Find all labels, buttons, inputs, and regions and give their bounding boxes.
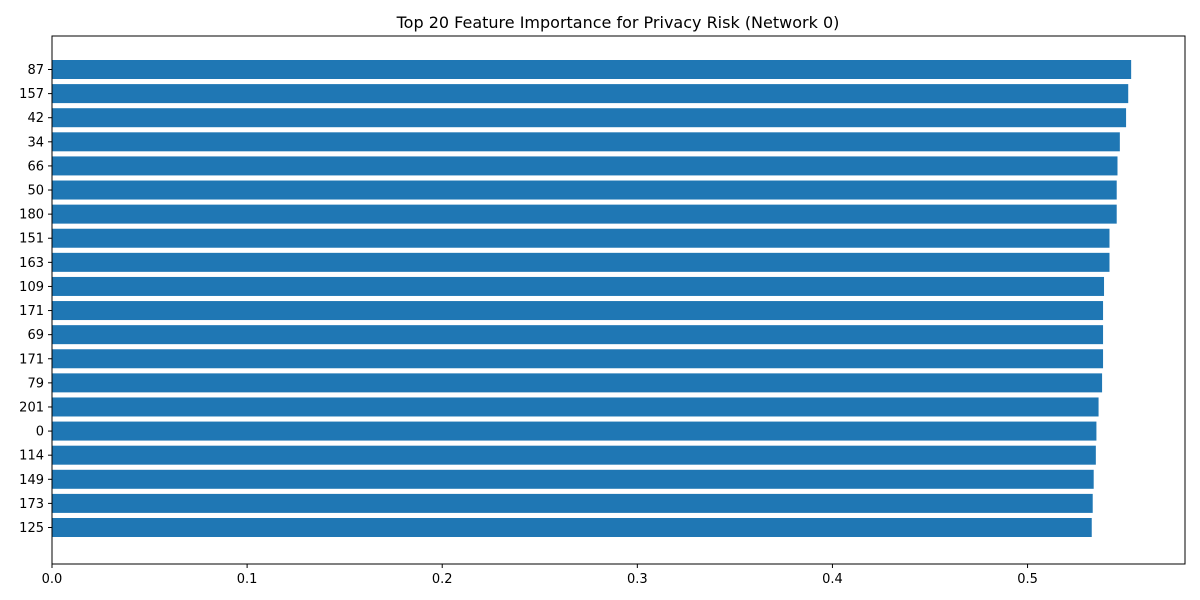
x-tick-label-1: 0.1	[237, 572, 258, 587]
y-tick-label-19: 125	[19, 521, 44, 536]
x-tick-label-3: 0.3	[627, 572, 648, 587]
y-tick-label-1: 157	[19, 87, 44, 102]
chart-title: Top 20 Feature Importance for Privacy Ri…	[396, 13, 840, 32]
bar-9	[52, 276, 1105, 296]
x-tick-label-5: 0.5	[1017, 572, 1038, 587]
y-tick-label-0: 87	[27, 63, 44, 78]
x-tick-label-0: 0.0	[42, 572, 63, 587]
bar-7	[52, 228, 1110, 248]
x-tick-label-2: 0.2	[432, 572, 453, 587]
bars-layer	[52, 60, 1132, 537]
bar-0	[52, 60, 1132, 79]
bar-1	[52, 84, 1129, 104]
bar-2	[52, 108, 1127, 128]
y-tick-label-16: 114	[19, 449, 44, 464]
plot-frame	[51, 35, 1186, 565]
y-tick-label-3: 34	[27, 135, 44, 150]
y-tick-label-8: 163	[19, 256, 44, 271]
bar-16	[52, 445, 1096, 465]
y-tick-label-7: 151	[19, 232, 44, 247]
bar-5	[52, 180, 1117, 200]
bar-3	[52, 132, 1120, 152]
y-tick-label-6: 180	[19, 208, 44, 223]
y-tick-label-17: 149	[19, 473, 44, 488]
bar-18	[52, 493, 1093, 513]
x-axis: 0.0 0.1 0.2 0.3 0.4 0.5	[42, 564, 1038, 587]
y-tick-label-14: 201	[19, 400, 44, 415]
y-tick-label-15: 0	[36, 425, 44, 440]
bar-8	[52, 252, 1110, 272]
y-tick-label-2: 42	[27, 111, 44, 126]
y-tick-label-18: 173	[19, 497, 44, 512]
bar-10	[52, 301, 1104, 321]
y-tick-label-10: 171	[19, 304, 44, 319]
x-tick-label-4: 0.4	[822, 572, 843, 587]
bar-15	[52, 421, 1097, 441]
bar-17	[52, 469, 1094, 489]
bar-12	[52, 349, 1104, 369]
y-tick-label-9: 109	[19, 280, 44, 295]
bar-11	[52, 325, 1104, 345]
y-tick-label-13: 79	[27, 376, 44, 391]
y-tick-label-5: 50	[27, 184, 44, 199]
y-axis: 87 157 42 34 66 50 180 151 163 109 171 69 171 79 201 0 1…	[19, 63, 52, 536]
y-tick-label-4: 66	[27, 159, 44, 174]
bar-6	[52, 204, 1117, 224]
y-tick-label-11: 69	[27, 328, 44, 343]
bar-4	[52, 156, 1118, 176]
y-tick-label-12: 171	[19, 352, 44, 367]
bar-19	[52, 518, 1092, 537]
bar-14	[52, 397, 1099, 417]
bar-13	[52, 373, 1103, 393]
